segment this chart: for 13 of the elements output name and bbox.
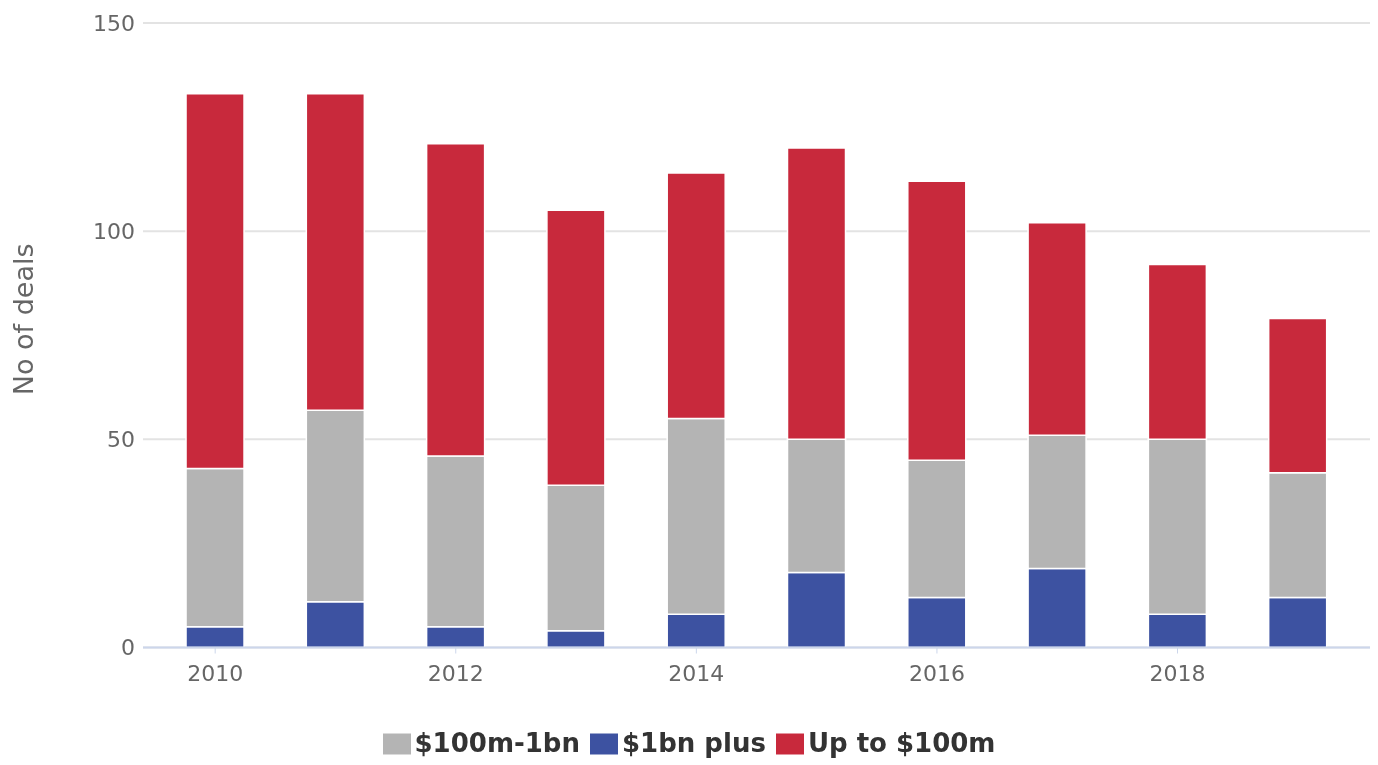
legend-label: $100m-1bn [414, 727, 580, 758]
y-tick-label: 50 [107, 427, 135, 453]
legend-label: $1bn plus [622, 727, 766, 758]
y-tick-label: 0 [121, 635, 135, 661]
x-tick-label: 2018 [1149, 661, 1206, 687]
y-axis-title: No of deals [7, 243, 39, 396]
x-tick-label: 2012 [427, 661, 484, 687]
y-tick-label: 150 [93, 10, 135, 36]
y-tick-label: 100 [93, 218, 135, 244]
x-tick-label: 2016 [908, 661, 965, 687]
x-tick-label: 2010 [187, 661, 244, 687]
x-tick-label: 2014 [668, 661, 725, 687]
legend-label: Up to $100m [807, 727, 996, 758]
